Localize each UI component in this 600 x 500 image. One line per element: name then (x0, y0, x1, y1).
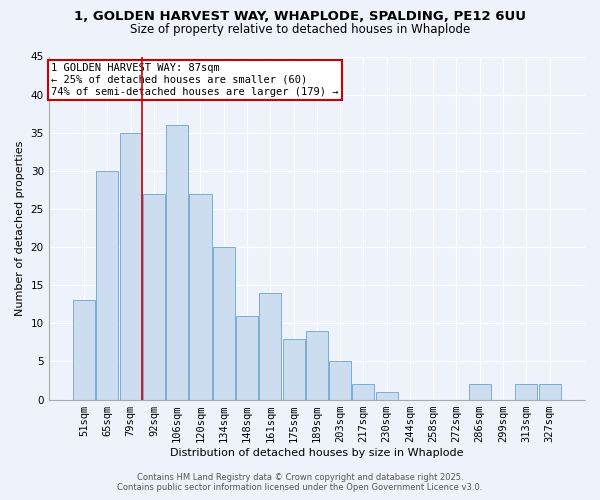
Bar (352, 384, 374, 400)
Text: 1, GOLDEN HARVEST WAY, WHAPLODE, SPALDING, PE12 6UU: 1, GOLDEN HARVEST WAY, WHAPLODE, SPALDIN… (74, 10, 526, 23)
Bar (212, 247, 235, 400)
Bar (143, 194, 165, 400)
Bar (97, 171, 118, 400)
Y-axis label: Number of detached properties: Number of detached properties (15, 140, 25, 316)
Bar (515, 384, 538, 400)
X-axis label: Distribution of detached houses by size in Whaplode: Distribution of detached houses by size … (170, 448, 464, 458)
Bar (190, 194, 212, 400)
Bar (306, 331, 328, 400)
Bar (283, 338, 305, 400)
Bar (166, 125, 188, 400)
Bar (259, 293, 281, 400)
Bar (376, 392, 398, 400)
Bar (119, 132, 142, 400)
Text: Size of property relative to detached houses in Whaplode: Size of property relative to detached ho… (130, 22, 470, 36)
Text: Contains HM Land Registry data © Crown copyright and database right 2025.
Contai: Contains HM Land Registry data © Crown c… (118, 473, 482, 492)
Text: 1 GOLDEN HARVEST WAY: 87sqm
← 25% of detached houses are smaller (60)
74% of sem: 1 GOLDEN HARVEST WAY: 87sqm ← 25% of det… (52, 64, 339, 96)
Bar (236, 316, 258, 400)
Bar (469, 384, 491, 400)
Bar (329, 362, 351, 400)
Bar (539, 384, 560, 400)
Bar (73, 300, 95, 400)
